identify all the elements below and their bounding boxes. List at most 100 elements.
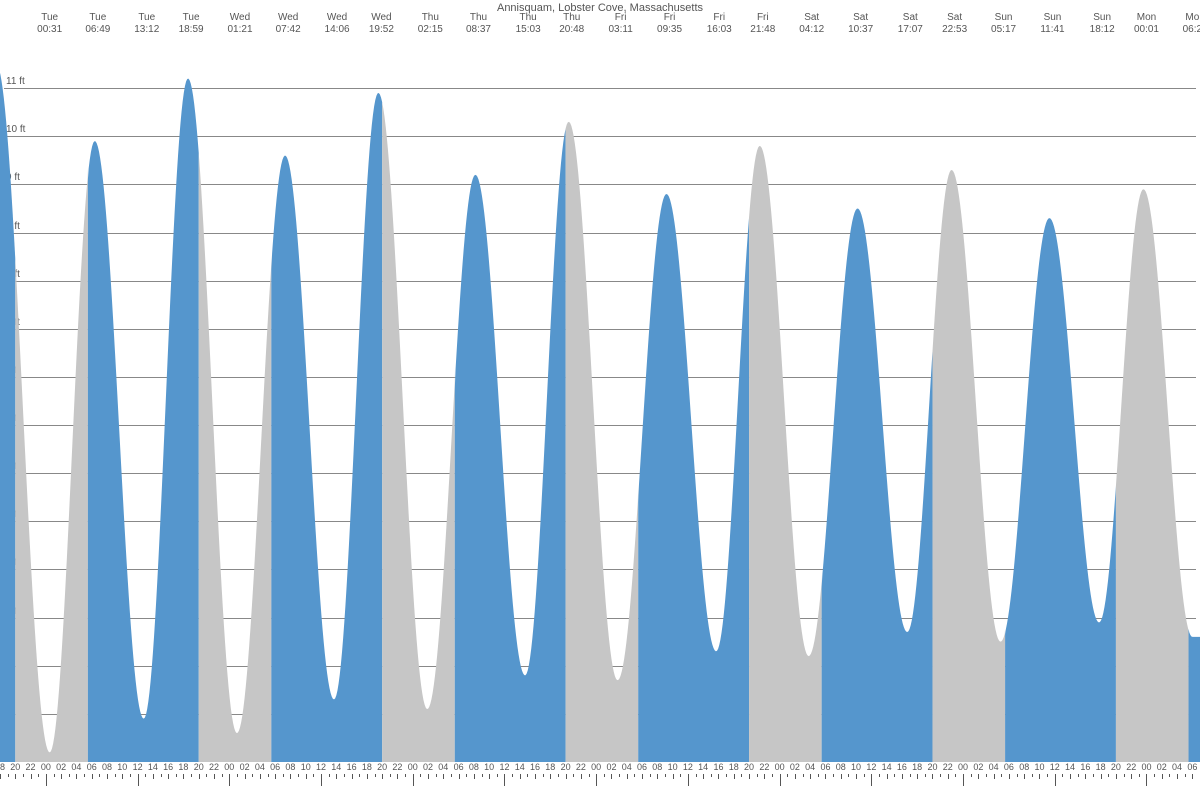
timestamp-label: Tue06:49	[85, 12, 110, 36]
x-hour-label: 04	[438, 762, 448, 772]
x-tick-minor	[451, 774, 452, 777]
x-tick	[275, 774, 276, 779]
tide-fill-night-8	[638, 194, 749, 762]
x-hour-label: 18	[1096, 762, 1106, 772]
x-tick-minor	[864, 774, 865, 777]
x-tick	[596, 774, 597, 786]
x-hour-label: 00	[775, 762, 785, 772]
x-tick	[1101, 774, 1102, 779]
x-tick	[780, 774, 781, 786]
timestamp-label: Wed07:42	[276, 12, 301, 36]
x-tick-minor	[848, 774, 849, 777]
x-tick-minor	[1124, 774, 1125, 777]
timestamp-label: Fri16:03	[707, 12, 732, 36]
x-tick	[290, 774, 291, 779]
x-tick-minor	[527, 774, 528, 777]
x-hour-label: 06	[1004, 762, 1014, 772]
x-tick	[611, 774, 612, 779]
x-tick	[764, 774, 765, 779]
x-hour-label: 08	[1019, 762, 1029, 772]
x-tick	[474, 774, 475, 779]
timestamp-label: Tue18:59	[179, 12, 204, 36]
tide-fill-day-9	[749, 146, 822, 762]
x-tick-minor	[711, 774, 712, 777]
x-tick-minor	[359, 774, 360, 777]
x-tick	[443, 774, 444, 779]
x-hour-label: 22	[1126, 762, 1136, 772]
x-hour-label: 22	[26, 762, 36, 772]
x-tick	[1192, 774, 1193, 779]
x-tick	[321, 774, 322, 786]
x-hour-label: 16	[163, 762, 173, 772]
x-tick	[948, 774, 949, 779]
x-tick-minor	[176, 774, 177, 777]
x-hour-label: 06	[1187, 762, 1197, 772]
timestamp-label: Fri21:48	[750, 12, 775, 36]
x-tick-minor	[833, 774, 834, 777]
x-tick-minor	[405, 774, 406, 777]
x-tick	[657, 774, 658, 779]
x-hour-label: 00	[41, 762, 51, 772]
x-hour-label: 22	[209, 762, 219, 772]
x-hour-label: 16	[897, 762, 907, 772]
x-hour-label: 20	[377, 762, 387, 772]
x-tick-minor	[298, 774, 299, 777]
x-hour-label: 12	[683, 762, 693, 772]
x-tick	[520, 774, 521, 779]
tide-fill-night-4	[271, 93, 382, 762]
x-tick	[489, 774, 490, 779]
x-hour-label: 06	[820, 762, 830, 772]
x-tick-minor	[803, 774, 804, 777]
x-tick	[810, 774, 811, 779]
x-tick-minor	[558, 774, 559, 777]
x-hour-label: 16	[1080, 762, 1090, 772]
x-tick-minor	[910, 774, 911, 777]
x-tick	[260, 774, 261, 779]
x-hour-label: 16	[713, 762, 723, 772]
x-tick-minor	[1139, 774, 1140, 777]
x-tick	[1085, 774, 1086, 779]
x-tick-minor	[650, 774, 651, 777]
timestamp-label: Sat17:07	[898, 12, 923, 36]
x-tick-minor	[940, 774, 941, 777]
x-hour-label: 20	[561, 762, 571, 772]
x-tick-minor	[482, 774, 483, 777]
tide-fill-night-14	[1189, 629, 1200, 762]
x-tick	[978, 774, 979, 779]
x-tick	[703, 774, 704, 779]
x-tick	[107, 774, 108, 779]
x-hour-label: 16	[347, 762, 357, 772]
x-tick-minor	[206, 774, 207, 777]
x-tick	[61, 774, 62, 779]
x-hour-label: 00	[958, 762, 968, 772]
x-hour-label: 22	[576, 762, 586, 772]
timestamp-label: Tue00:31	[37, 12, 62, 36]
x-tick	[428, 774, 429, 779]
x-tick-minor	[69, 774, 70, 777]
timestamp-label: Wed19:52	[369, 12, 394, 36]
x-tick	[31, 774, 32, 779]
x-tick-minor	[543, 774, 544, 777]
x-tick	[535, 774, 536, 779]
tide-fill-night-2	[88, 79, 199, 762]
tide-fill-day-1	[15, 168, 88, 762]
tide-fill-night-10	[822, 209, 933, 762]
x-hour-label: 10	[301, 762, 311, 772]
x-tick	[413, 774, 414, 786]
x-hour-label: 22	[392, 762, 402, 772]
x-tick-minor	[1017, 774, 1018, 777]
x-tick-minor	[237, 774, 238, 777]
x-tick	[718, 774, 719, 779]
x-tick	[245, 774, 246, 779]
x-tick	[795, 774, 796, 779]
x-hour-label: 14	[698, 762, 708, 772]
x-hour-label: 10	[668, 762, 678, 772]
x-tick	[963, 774, 964, 786]
x-tick-minor	[894, 774, 895, 777]
x-tick-minor	[1169, 774, 1170, 777]
x-hour-label: 08	[102, 762, 112, 772]
x-tick	[397, 774, 398, 779]
x-tick	[887, 774, 888, 779]
x-tick-minor	[879, 774, 880, 777]
x-hour-label: 18	[178, 762, 188, 772]
